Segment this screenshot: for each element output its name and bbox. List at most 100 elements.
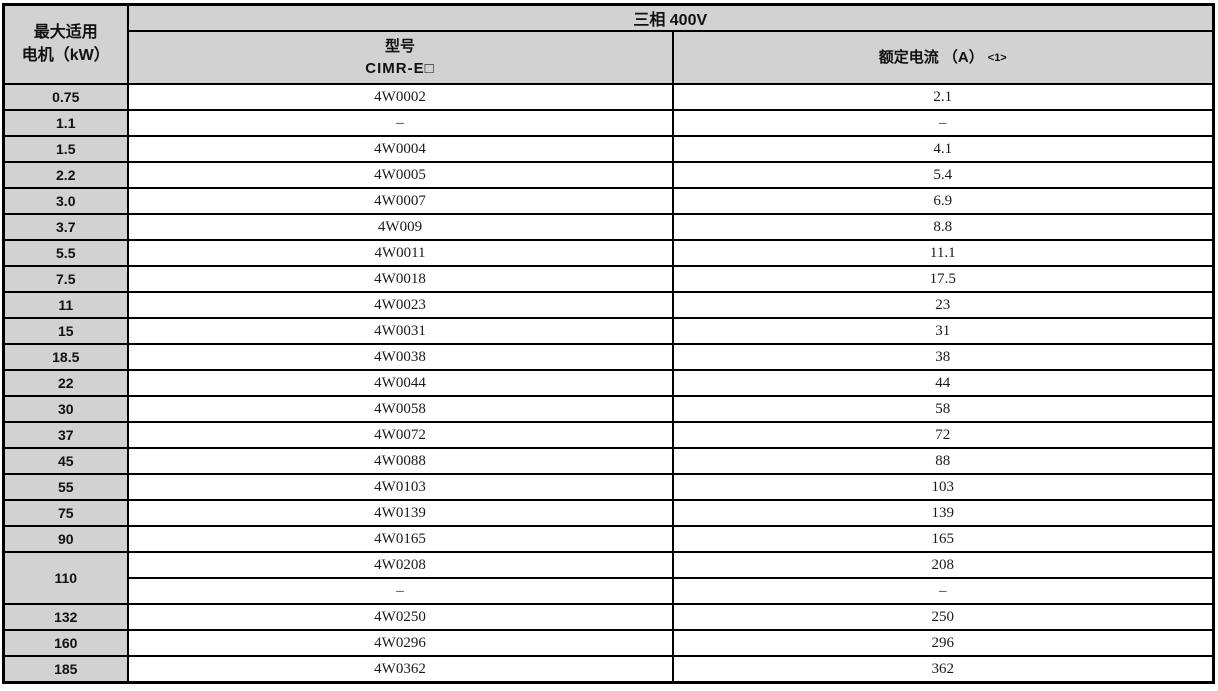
cell-model: 4W0250	[126, 603, 674, 631]
header-row-group: 最大适用 电机（kW） 三相 400V	[2, 3, 1215, 85]
cell-rated-current: 250	[671, 603, 1215, 631]
cell-model: 4W0088	[126, 447, 674, 475]
cell-max-motor-kw: 1.1	[2, 109, 129, 137]
table-row: 3.0 4W0007 6.9	[2, 187, 1215, 215]
cell-rated-current: 17.5	[671, 265, 1215, 293]
cell-model: 4W009	[126, 213, 674, 241]
cell-model: 4W0044	[126, 369, 674, 397]
cell-max-motor-kw: 110	[2, 551, 129, 605]
cell-max-motor-kw: 185	[2, 655, 129, 684]
table-row: 185 4W0362 362	[2, 655, 1215, 684]
table-row: 37 4W0072 72	[2, 421, 1215, 449]
cell-model: 4W0023	[126, 291, 674, 319]
table-row: 90 4W0165 165	[2, 525, 1215, 553]
cell-max-motor-kw: 90	[2, 525, 129, 553]
cell-model: 4W0165	[126, 525, 674, 553]
cell-max-motor-kw: 22	[2, 369, 129, 397]
table-row: 15 4W0031 31	[2, 317, 1215, 345]
cell-model: 4W0005	[126, 161, 674, 189]
cell-model: 4W0004	[126, 135, 674, 163]
cell-max-motor-kw: 37	[2, 421, 129, 449]
cell-rated-current: 8.8	[671, 213, 1215, 241]
header-model-code: CIMR-E□	[365, 59, 435, 77]
cell-rated-current: 2.1	[671, 83, 1215, 111]
cell-model: 4W0103	[126, 473, 674, 501]
table-row: 55 4W0103 103	[2, 473, 1215, 501]
table-row: 30 4W0058 58	[2, 395, 1215, 423]
cell-model: 4W0031	[126, 317, 674, 345]
table-body: 0.75 4W0002 2.1 1.1– –1.5 4W0004 4.1 2.2 4W0005 5…	[2, 83, 1215, 684]
cell-model: 4W0002	[126, 83, 674, 111]
header-three-phase-400v: 三相 400V	[126, 3, 1215, 32]
cell-max-motor-kw: 45	[2, 447, 129, 475]
table-row: 5.5 4W0011 11.1	[2, 239, 1215, 267]
table-row: 132 4W0250 250	[2, 603, 1215, 631]
table-row: 2.2 4W0005 5.4	[2, 161, 1215, 189]
cell-max-motor-kw: 2.2	[2, 161, 129, 189]
cell-rated-current: 88	[671, 447, 1215, 475]
cell-max-motor-kw: 1.5	[2, 135, 129, 163]
cell-model: 4W0139	[126, 499, 674, 527]
cell-max-motor-kw: 132	[2, 603, 129, 631]
cell-rated-current: 58	[671, 395, 1215, 423]
header-row-columns: 型号 CIMR-E□ 额定电流 （A） <1>	[4, 30, 1215, 85]
table-row: 160 4W0296 296	[2, 629, 1215, 657]
table-row: 22 4W0044 44	[2, 369, 1215, 397]
cell-max-motor-kw: 18.5	[2, 343, 129, 371]
header-model: 型号 CIMR-E□	[126, 30, 674, 85]
table-row: – –	[4, 577, 1215, 605]
table-row: 11 4W0023 23	[2, 291, 1215, 319]
cell-model: –	[126, 577, 674, 605]
cell-rated-current: 6.9	[671, 187, 1215, 215]
cell-rated-current: 362	[671, 655, 1215, 684]
table-row: 7.5 4W0018 17.5	[2, 265, 1215, 293]
table-row: 0.75 4W0002 2.1	[2, 83, 1215, 111]
cell-model: 4W0208	[126, 551, 674, 579]
cell-model: 4W0007	[126, 187, 674, 215]
drive-spec-table: 最大适用 电机（kW） 三相 400V 型号 CIMR-E□ 额定电流 （A） <…	[2, 3, 1215, 684]
cell-model: 4W0038	[126, 343, 674, 371]
cell-max-motor-kw: 30	[2, 395, 129, 423]
cell-model: 4W0018	[126, 265, 674, 293]
cell-rated-current: 44	[671, 369, 1215, 397]
cell-model: 4W0296	[126, 629, 674, 657]
cell-max-motor-kw: 15	[2, 317, 129, 345]
table-row: 18.5 4W0038 38	[2, 343, 1215, 371]
table-row: 1.5 4W0004 4.1	[2, 135, 1215, 163]
header-rated-current-label: 额定电流 （A）	[878, 48, 984, 66]
cell-rated-current: –	[671, 109, 1215, 137]
cell-model: 4W0011	[126, 239, 674, 267]
cell-rated-current: 165	[671, 525, 1215, 553]
cell-model: –	[126, 109, 674, 137]
cell-rated-current: 208	[671, 551, 1215, 579]
cell-max-motor-kw: 7.5	[2, 265, 129, 293]
cell-max-motor-kw: 160	[2, 629, 129, 657]
cell-model: 4W0362	[126, 655, 674, 684]
cell-model: 4W0058	[126, 395, 674, 423]
cell-rated-current: 4.1	[671, 135, 1215, 163]
cell-max-motor-kw: 0.75	[2, 83, 129, 111]
table-row: 45 4W0088 88	[2, 447, 1215, 475]
header-rated-current: 额定电流 （A） <1>	[671, 30, 1215, 85]
cell-rated-current: 103	[671, 473, 1215, 501]
table-row: 110 4W0208 208	[2, 551, 1215, 605]
cell-rated-current: 5.4	[671, 161, 1215, 189]
table-row: 75 4W0139 139	[2, 499, 1215, 527]
table-header: 最大适用 电机（kW） 三相 400V 型号 CIMR-E□ 额定电流 （A） <…	[2, 3, 1215, 85]
cell-rated-current: 23	[671, 291, 1215, 319]
header-max-motor-line2: 电机（kW）	[21, 46, 110, 64]
cell-rated-current: 38	[671, 343, 1215, 371]
cell-max-motor-kw: 75	[2, 499, 129, 527]
cell-max-motor-kw: 3.7	[2, 213, 129, 241]
header-model-label: 型号	[384, 37, 415, 55]
cell-rated-current: 72	[671, 421, 1215, 449]
cell-rated-current: 11.1	[671, 239, 1215, 267]
header-rated-current-note: <1>	[987, 51, 1007, 64]
cell-rated-current: –	[671, 577, 1215, 605]
table-row: 1.1– –	[2, 109, 1215, 137]
table-row: 3.7 4W009 8.8	[2, 213, 1215, 241]
cell-max-motor-kw: 55	[2, 473, 129, 501]
header-max-motor: 最大适用 电机（kW）	[2, 3, 129, 85]
cell-rated-current: 31	[671, 317, 1215, 345]
cell-rated-current: 296	[671, 629, 1215, 657]
